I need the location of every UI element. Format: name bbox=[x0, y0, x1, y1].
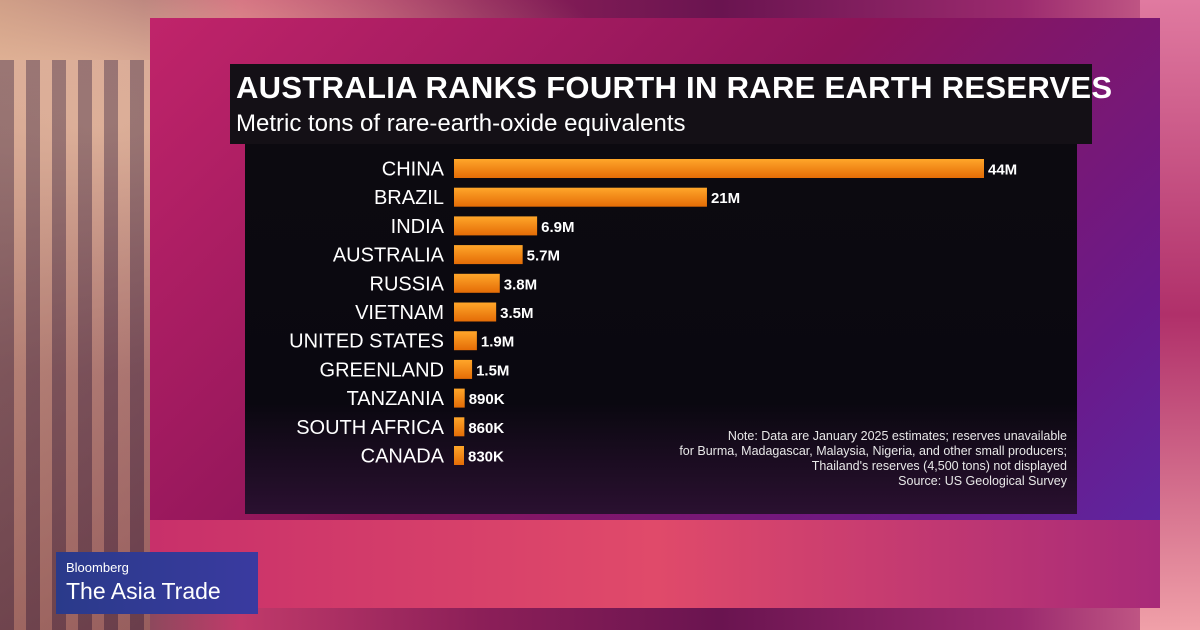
show-branding-box bbox=[56, 552, 258, 614]
value-label: 1.9M bbox=[481, 334, 514, 351]
note-line: for Burma, Madagascar, Malaysia, Nigeria… bbox=[679, 444, 1067, 458]
chart-note: Note: Data are January 2025 estimates; r… bbox=[679, 429, 1067, 489]
note-line: Thailand's reserves (4,500 tons) not dis… bbox=[811, 459, 1067, 473]
bar bbox=[454, 388, 465, 408]
bar bbox=[454, 302, 497, 322]
value-label: 860K bbox=[468, 420, 504, 437]
chart-title: AUSTRALIA RANKS FOURTH IN RARE EARTH RES… bbox=[236, 70, 1113, 105]
bar bbox=[454, 417, 465, 437]
category-label: CANADA bbox=[361, 446, 445, 468]
value-label: 3.8M bbox=[504, 276, 537, 293]
category-label: SOUTH AFRICA bbox=[296, 417, 444, 439]
category-label: RUSSIA bbox=[370, 273, 445, 295]
value-label: 830K bbox=[468, 449, 504, 466]
bar bbox=[454, 359, 473, 379]
value-label: 5.7M bbox=[527, 248, 560, 265]
note-line: Note: Data are January 2025 estimates; r… bbox=[727, 429, 1067, 443]
value-label: 6.9M bbox=[541, 219, 574, 236]
graphic-frame-bottom bbox=[150, 520, 1160, 608]
bar bbox=[454, 446, 464, 465]
value-label: 21M bbox=[711, 190, 740, 207]
city-backdrop bbox=[0, 60, 150, 630]
bar bbox=[454, 187, 707, 207]
value-label: 890K bbox=[469, 391, 505, 408]
bar-chart: CHINA 44M BRAZIL 21M INDIA 6.9M AUSTRALIA 5.7M R… bbox=[245, 144, 1077, 490]
category-label: AUSTRALIA bbox=[333, 245, 445, 267]
chart-subtitle: Metric tons of rare-earth-oxide equivale… bbox=[236, 110, 686, 137]
bar-chart-svg: CHINA 44M BRAZIL 21M INDIA 6.9M AUSTRALIA 5.7M R… bbox=[289, 159, 1017, 468]
category-label: CHINA bbox=[382, 159, 445, 181]
bar bbox=[454, 245, 523, 265]
category-label: INDIA bbox=[391, 216, 445, 238]
bar bbox=[454, 159, 984, 178]
category-label: TANZANIA bbox=[347, 388, 445, 410]
network-name: Bloomberg bbox=[66, 560, 129, 575]
title-bar bbox=[230, 64, 1092, 144]
category-label: GREENLAND bbox=[320, 359, 444, 381]
category-label: BRAZIL bbox=[374, 187, 444, 209]
value-label: 3.5M bbox=[500, 305, 533, 322]
category-label: VIETNAM bbox=[355, 302, 444, 324]
bar bbox=[454, 273, 500, 293]
value-label: 44M bbox=[988, 162, 1017, 179]
category-label: UNITED STATES bbox=[289, 331, 444, 353]
show-name: The Asia Trade bbox=[66, 578, 221, 604]
value-label: 1.5M bbox=[476, 362, 509, 379]
bar bbox=[454, 331, 477, 351]
bar bbox=[454, 216, 538, 236]
source-line: Source: US Geological Survey bbox=[898, 474, 1067, 488]
